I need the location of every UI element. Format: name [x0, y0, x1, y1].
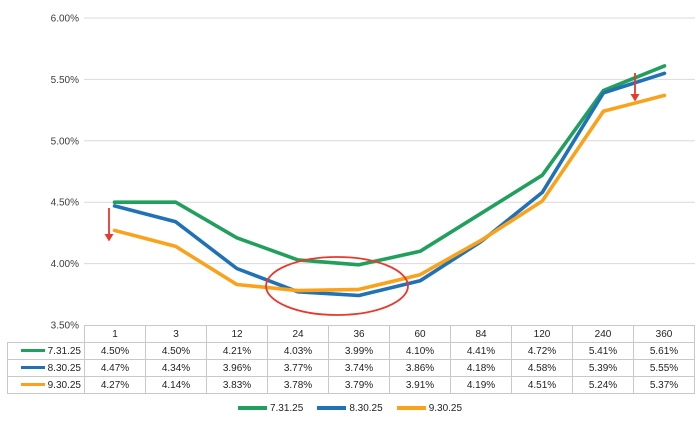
y-axis-tick-label: 5.50%: [51, 75, 79, 86]
table-row: 8.30.25 4.47% 4.34% 3.96% 3.77% 3.74% 3.86% 4.1…: [7, 359, 695, 377]
legend-color-swatch: [317, 406, 347, 410]
series-marker-line: [20, 366, 45, 370]
table-value-cell: 4.50%: [84, 342, 146, 360]
table-value-cell: 3.91%: [389, 376, 451, 394]
table-value-cell: 4.19%: [450, 376, 512, 394]
legend-label: 9.30.25: [428, 402, 463, 414]
y-axis-tick-label: 3.50%: [51, 321, 79, 332]
table-value-cell: 4.50%: [145, 342, 207, 360]
table-row: 7.31.25 4.50% 4.50% 4.21% 4.03% 3.99% 4.10% 4.4…: [7, 342, 695, 360]
series-line-9.30.25: [112, 93, 667, 293]
table-value-cell: 4.51%: [511, 376, 573, 394]
down-arrow-head: [630, 94, 640, 102]
table-row: 9.30.25 4.27% 4.14% 3.83% 3.78% 3.79% 3.91% 4.1…: [7, 376, 695, 394]
table-value-cell: 3.83%: [206, 376, 268, 394]
series-row-label: 7.31.25: [7, 342, 85, 360]
series-marker-line: [20, 383, 45, 387]
table-value-cell: 3.77%: [267, 359, 329, 377]
legend-item-7.31.25: 7.31.25: [237, 402, 304, 414]
table-value-cell: 4.10%: [389, 342, 451, 360]
table-value-cell: 4.72%: [511, 342, 573, 360]
maturity-column-header: 3: [145, 325, 207, 343]
legend-label: 8.30.25: [349, 402, 383, 414]
legend-item-8.30.25: 8.30.25: [317, 402, 383, 414]
maturity-column-header: 360: [633, 325, 695, 343]
trough-ellipse-annotation: [265, 256, 409, 316]
table-value-cell: 3.78%: [267, 376, 329, 394]
maturity-column-header: 24: [267, 325, 329, 343]
table-corner-cell: [8, 326, 85, 343]
table-value-cell: 4.47%: [84, 359, 146, 377]
table-value-cell: 5.61%: [633, 342, 695, 360]
maturity-column-header: 36: [328, 325, 390, 343]
table-value-cell: 3.99%: [328, 342, 390, 360]
table-value-cell: 4.41%: [450, 342, 512, 360]
table-value-cell: 4.14%: [145, 376, 207, 394]
down-arrow-head: [104, 234, 114, 242]
table-value-cell: 4.34%: [145, 359, 207, 377]
table-value-cell: 5.24%: [572, 376, 634, 394]
table-value-cell: 5.37%: [633, 376, 695, 394]
y-axis-tick-label: 5.00%: [51, 136, 79, 147]
table-value-cell: 3.79%: [328, 376, 390, 394]
series-marker-line: [20, 349, 45, 353]
table-value-cell: 5.55%: [633, 359, 695, 377]
y-axis-tick-label: 4.50%: [51, 198, 79, 209]
maturity-column-header: 120: [511, 325, 573, 343]
chart-data-table: 1 3 12 24 36 60 84 120 240 360 7.31.25 4.50% 4.50% 4.…: [7, 325, 695, 394]
legend-label: 7.31.25: [269, 402, 304, 414]
legend-color-swatch: [237, 406, 267, 410]
chart-legend: 7.31.25 8.30.25 9.30.25: [0, 400, 700, 416]
table-value-cell: 4.21%: [206, 342, 268, 360]
table-value-cell: 3.74%: [328, 359, 390, 377]
maturity-column-header: 84: [450, 325, 512, 343]
y-axis-tick-label: 6.00%: [51, 14, 79, 25]
table-value-cell: 4.27%: [84, 376, 146, 394]
legend-item-9.30.25: 9.30.25: [396, 402, 463, 414]
maturity-column-header: 12: [206, 325, 268, 343]
table-value-cell: 4.58%: [511, 359, 573, 377]
series-line-7.31.25: [112, 64, 667, 267]
maturity-column-header: 1: [84, 325, 146, 343]
table-value-cell: 4.03%: [267, 342, 329, 360]
table-value-cell: 5.39%: [572, 359, 634, 377]
table-value-cell: 5.41%: [572, 342, 634, 360]
y-axis-tick-label: 4.00%: [51, 259, 79, 270]
maturity-column-header: 60: [389, 325, 451, 343]
table-value-cell: 4.18%: [450, 359, 512, 377]
table-value-cell: 3.86%: [389, 359, 451, 377]
series-row-label: 8.30.25: [7, 359, 85, 377]
series-row-label: 9.30.25: [7, 376, 85, 394]
maturity-column-header: 240: [572, 325, 634, 343]
table-header-row: 1 3 12 24 36 60 84 120 240 360: [8, 325, 695, 343]
table-value-cell: 3.96%: [206, 359, 268, 377]
series-line-8.30.25: [112, 71, 667, 298]
legend-color-swatch: [396, 406, 426, 410]
